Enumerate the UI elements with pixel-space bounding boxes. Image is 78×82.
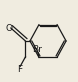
Text: F: F <box>17 65 22 74</box>
Text: Br: Br <box>33 45 42 54</box>
Text: O: O <box>5 24 12 33</box>
